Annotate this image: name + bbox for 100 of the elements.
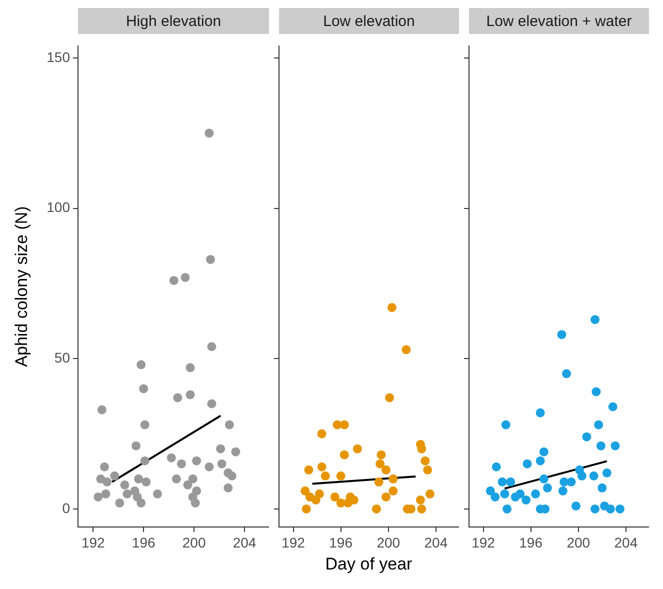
point [606, 504, 615, 514]
point [501, 420, 510, 430]
point [602, 468, 612, 478]
point [490, 492, 500, 502]
point [204, 462, 214, 472]
point [136, 360, 146, 370]
point [134, 474, 144, 484]
point [522, 459, 532, 468]
point [100, 462, 109, 472]
point [420, 456, 430, 466]
point [558, 486, 568, 496]
point [522, 495, 531, 504]
point [502, 504, 512, 514]
point [94, 492, 103, 502]
point [320, 471, 330, 480]
point [204, 128, 214, 138]
point [417, 504, 426, 514]
point [402, 345, 411, 354]
point [516, 489, 525, 498]
point [317, 429, 326, 438]
point [169, 276, 178, 285]
point [590, 315, 600, 324]
point [224, 420, 234, 430]
x-tick-label: 196 [519, 534, 543, 550]
point [224, 483, 233, 492]
point [598, 483, 607, 492]
point [416, 495, 425, 504]
point [132, 492, 142, 502]
point [186, 390, 195, 400]
point [97, 405, 106, 414]
point [531, 489, 540, 498]
point [615, 504, 624, 514]
point [188, 474, 198, 484]
point [139, 384, 148, 394]
point [192, 456, 202, 466]
point [596, 441, 606, 450]
point [166, 453, 176, 462]
x-tick-label: 200 [566, 534, 590, 550]
point [330, 492, 340, 502]
point [152, 489, 162, 498]
point [374, 477, 384, 486]
point [385, 393, 394, 402]
point [300, 486, 310, 496]
y-tick-label: 0 [62, 500, 70, 516]
point [173, 393, 182, 402]
x-tick-label: 204 [614, 534, 638, 550]
x-tick-label: 196 [329, 534, 353, 550]
point [610, 441, 620, 450]
point [388, 474, 398, 484]
point [110, 471, 120, 480]
point [336, 471, 346, 480]
point [506, 477, 516, 486]
point [190, 498, 200, 508]
point [387, 303, 396, 312]
point [102, 477, 112, 486]
point [340, 450, 349, 460]
point [381, 465, 390, 474]
point [608, 402, 618, 412]
point [381, 492, 390, 502]
point [577, 471, 586, 480]
point [492, 462, 501, 472]
point [542, 483, 552, 492]
point [423, 465, 432, 474]
x-tick-label: 204 [232, 534, 256, 550]
point [582, 432, 592, 442]
chart-title: Low elevation + water [469, 8, 649, 34]
x-tick-label: 196 [132, 534, 156, 550]
point [180, 272, 190, 282]
x-tick-label: 200 [182, 534, 206, 550]
point [486, 486, 495, 496]
point [343, 498, 352, 508]
point [183, 480, 192, 490]
point [536, 408, 545, 418]
x-tick-label: 192 [472, 534, 496, 550]
point [140, 456, 150, 466]
point [217, 459, 226, 468]
x-tick-label: 204 [424, 534, 448, 550]
point [589, 471, 598, 480]
y-tick-label: 50 [54, 350, 70, 366]
point [206, 254, 215, 264]
point [142, 477, 151, 486]
point [594, 420, 604, 430]
point [536, 456, 545, 466]
chart-title: High elevation [78, 8, 269, 34]
point [498, 477, 507, 486]
point [304, 465, 314, 474]
point [317, 462, 326, 472]
point [227, 471, 236, 480]
point [216, 444, 226, 454]
chart-title: Low elevation [279, 8, 459, 34]
point [207, 342, 216, 352]
point [562, 369, 571, 378]
point [132, 441, 141, 450]
x-axis-title: Day of year [325, 554, 413, 574]
y-tick-label: 100 [46, 199, 70, 216]
point [172, 474, 181, 484]
point [352, 444, 362, 454]
point [376, 450, 386, 460]
point [186, 363, 195, 372]
x-tick-label: 192 [81, 534, 106, 550]
